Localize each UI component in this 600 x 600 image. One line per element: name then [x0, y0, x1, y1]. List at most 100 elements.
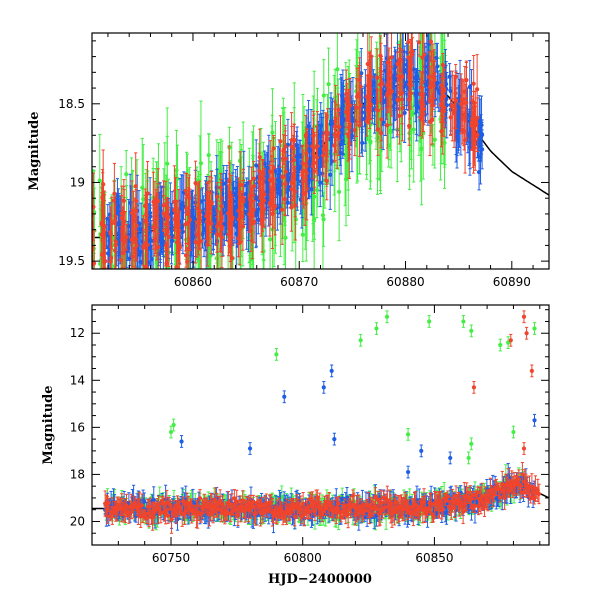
top-red-point [209, 199, 214, 205]
top-red-point [101, 214, 106, 219]
top-blue-point [106, 244, 111, 249]
top-red-point [175, 216, 180, 222]
top-green-point [343, 177, 349, 182]
top-blue-point [181, 204, 186, 209]
top-red-point [385, 123, 390, 128]
top-red-point [230, 217, 235, 222]
top-red-point [271, 146, 276, 151]
top-blue-point [276, 178, 281, 183]
top-red-point [311, 133, 316, 138]
top-blue-point [359, 71, 364, 76]
top-red-point [400, 105, 405, 111]
top-red-point [174, 240, 180, 245]
top-red-point [367, 86, 372, 91]
top-red-point [143, 241, 148, 246]
top-red-point [193, 181, 198, 186]
top-green-point [321, 217, 326, 222]
top-red-point [410, 52, 415, 57]
top-blue-point [391, 97, 396, 102]
top-red-point [227, 201, 232, 207]
top-green-point [98, 261, 103, 266]
top-red-point [279, 207, 285, 212]
top-red-point [183, 222, 188, 227]
top-red-point [174, 264, 179, 269]
top-red-point [133, 208, 138, 213]
top-red-point [304, 156, 310, 161]
top-blue-point [414, 102, 419, 107]
top-red-point [281, 147, 286, 152]
top-red-point [367, 81, 373, 86]
top-red-point [333, 119, 338, 124]
top-blue-point [444, 97, 449, 102]
top-red-point [215, 232, 220, 237]
top-red-point [320, 153, 326, 158]
top-red-point [289, 137, 294, 143]
top-red-point [301, 161, 306, 166]
top-red-point [278, 139, 283, 144]
top-green-point [430, 142, 436, 148]
top-red-point [113, 240, 119, 245]
top-red-point [124, 235, 129, 240]
top-red-point [156, 199, 161, 204]
top-red-point [122, 219, 127, 224]
top-red-point [357, 77, 362, 83]
top-red-point [118, 258, 124, 263]
top-red-point [375, 75, 380, 80]
top-red-point [379, 131, 384, 136]
top-red-point [130, 236, 136, 241]
top-red-point [289, 187, 294, 192]
top-green-point [321, 93, 326, 98]
top-red-point [217, 220, 222, 225]
top-blue-point [107, 212, 112, 217]
top-red-point [365, 107, 370, 113]
top-red-point [314, 145, 319, 150]
top-blue-point [330, 119, 335, 124]
top-red-point [378, 53, 383, 58]
top-blue-point [360, 140, 365, 145]
top-blue-point [159, 219, 164, 225]
top-red-point [395, 97, 400, 103]
top-red-point [219, 235, 224, 240]
top-red-point [258, 202, 264, 207]
top-green-point [378, 136, 383, 141]
top-red-point [109, 256, 114, 261]
top-red-point [108, 259, 113, 264]
top-red-point [270, 187, 276, 192]
top-red-point [185, 259, 190, 264]
top-green-point [442, 140, 447, 146]
top-red-point [291, 176, 297, 181]
top-red-point [375, 127, 381, 132]
top-red-point [357, 123, 362, 128]
top-red-point [352, 127, 357, 133]
top-red-point [121, 198, 126, 203]
top-blue-point [295, 168, 301, 173]
top-red-point [131, 213, 136, 219]
top-red-point [92, 261, 97, 266]
top-green-point [174, 168, 179, 173]
top-blue-point [350, 106, 356, 111]
top-blue-point [254, 163, 259, 168]
top-green-point [388, 129, 394, 134]
top-green-point [432, 137, 437, 142]
top-red-point [337, 124, 342, 129]
top-red-point [248, 228, 254, 233]
top-blue-point [392, 72, 397, 77]
top-red-point [174, 212, 179, 217]
top-red-point [92, 246, 95, 251]
top-red-point [111, 198, 117, 203]
top-red-point [164, 261, 169, 266]
top-blue-point [264, 196, 269, 201]
top-blue-point [298, 153, 303, 158]
top-blue-point [340, 138, 345, 144]
top-red-point [193, 240, 198, 245]
top-red-point [344, 96, 349, 101]
top-blue-point [274, 183, 279, 188]
top-red-point [344, 100, 350, 105]
top-red-point [388, 91, 393, 96]
top-red-point [153, 236, 158, 241]
top-red-point [399, 97, 404, 102]
top-red-point [183, 188, 188, 193]
top-red-point [321, 147, 326, 152]
top-blue-point [435, 64, 440, 69]
